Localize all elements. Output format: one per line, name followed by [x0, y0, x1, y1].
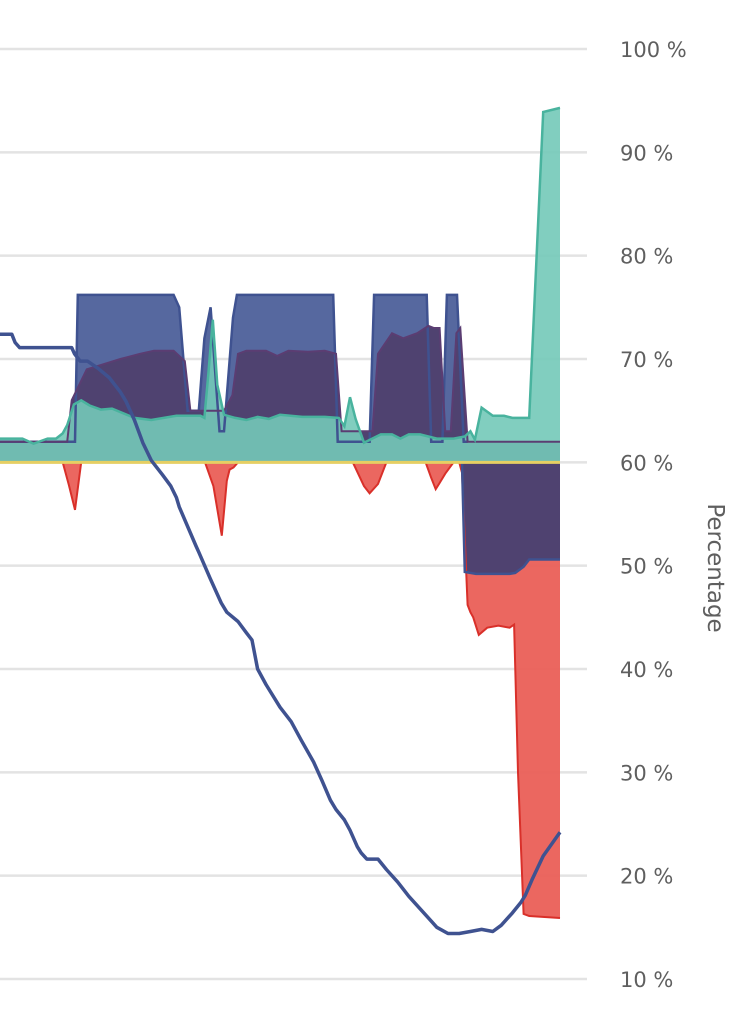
y-tick-label-70: 70 %	[620, 348, 673, 372]
y-tick-label-90: 90 %	[620, 141, 673, 165]
navy-band-line	[0, 293, 468, 443]
teal-area	[0, 107, 560, 463]
y-axis-ticks: 10 % 20 % 30 % 40 % 50 % 60 % 70 % 80 % 90 % 100 …	[620, 38, 687, 992]
navy-trend-line	[0, 332, 562, 936]
y-tick-label-10: 10 %	[620, 968, 673, 992]
y-tick-label-20: 20 %	[620, 865, 673, 889]
y-tick-label-80: 80 %	[620, 245, 673, 269]
y-axis-title: Percentage	[702, 503, 728, 632]
y-tick-label-40: 40 %	[620, 658, 673, 682]
y-tick-label-60: 60 %	[620, 451, 673, 475]
y-tick-label-30: 30 %	[620, 761, 673, 785]
purple-negative-area	[456, 462, 560, 574]
teal-area-line	[0, 106, 561, 446]
purple-band-line	[0, 324, 560, 443]
purple-negative-line	[456, 461, 560, 576]
y-tick-label-100: 100 %	[620, 38, 687, 62]
red-area-line	[0, 461, 561, 919]
y-tick-label-50: 50 %	[620, 555, 673, 579]
line-layer	[0, 106, 562, 936]
area-layer	[0, 107, 560, 918]
